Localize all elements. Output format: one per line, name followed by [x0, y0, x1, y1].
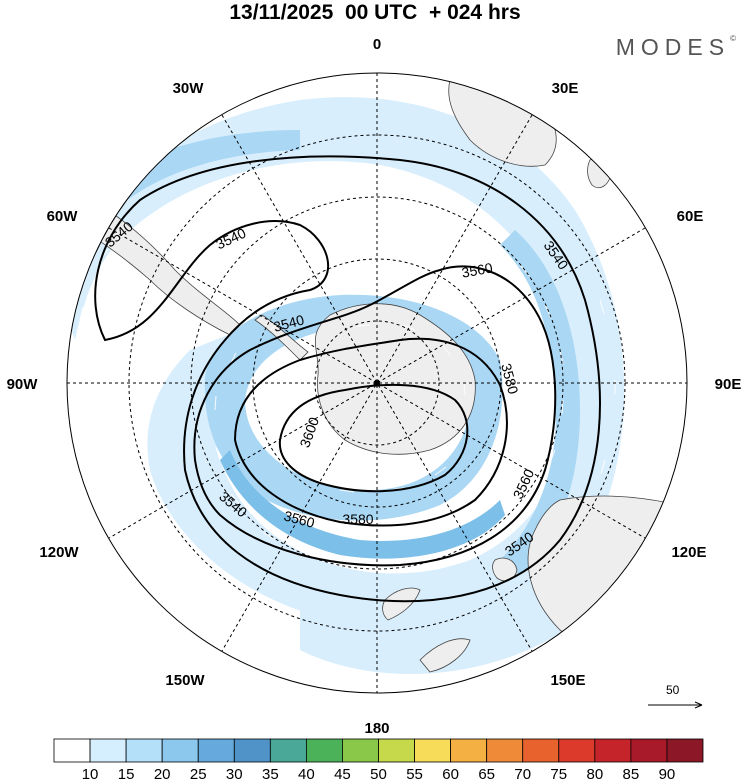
lon-label-120e: 120E	[671, 544, 706, 561]
new-zealand	[382, 587, 471, 673]
contour-3600	[278, 383, 469, 493]
longitude-labels: 0 30E 60E 90E 120E 150E 180 150W 120W 90…	[7, 36, 742, 737]
antarctic-peninsula	[254, 314, 309, 361]
wind-reference	[648, 701, 703, 709]
map-title: 13/11/2025 00 UTC + 024 hrs	[229, 1, 521, 24]
lon-label-180: 180	[364, 720, 389, 737]
jet-band-light-2	[300, 560, 580, 674]
map-disc	[67, 76, 687, 693]
jet-band-mid-2	[500, 230, 580, 575]
contour-label: 3560	[460, 259, 494, 280]
modes-logo: MODES©	[616, 34, 736, 61]
lon-label-60e: 60E	[677, 208, 704, 225]
wind-vector-arrows	[79, 179, 616, 571]
contour-label: 3600	[296, 415, 322, 450]
lon-label-30w: 30W	[173, 80, 205, 97]
lon-label-120w: 120W	[39, 544, 79, 561]
lon-label-60w: 60W	[47, 208, 79, 225]
map-boundary	[66, 72, 688, 694]
jet-band-mid	[204, 294, 503, 521]
lon-label-90e: 90E	[715, 376, 742, 393]
jet-band-mid-north	[95, 130, 300, 215]
contour-label: 3580	[498, 362, 522, 396]
lon-label-150e: 150E	[550, 672, 585, 689]
contour-label: 3540	[213, 225, 248, 253]
wind-reference-value: 50	[666, 683, 680, 697]
contour-label: 3580	[342, 511, 373, 527]
contour-label: 3560	[282, 507, 316, 531]
graticule	[67, 73, 687, 693]
madagascar	[587, 157, 613, 189]
lon-label-150w: 150W	[165, 672, 205, 689]
copyright-mark: ©	[730, 34, 736, 43]
jet-band-light	[67, 97, 625, 628]
contour-label: 3540	[272, 311, 306, 335]
contour-3540-outer	[94, 155, 601, 603]
lon-label-90w: 90W	[7, 376, 39, 393]
south-pole-marker	[374, 380, 380, 386]
australia	[527, 495, 687, 693]
lon-label-0: 0	[373, 36, 381, 53]
arrow-head	[694, 701, 703, 709]
contour-3560	[193, 265, 557, 567]
geopotential-contours	[94, 155, 601, 603]
contour-3580	[233, 337, 508, 527]
antarctica	[314, 303, 476, 455]
brand-name: MODES	[615, 34, 731, 60]
lon-label-30e: 30E	[552, 80, 579, 97]
